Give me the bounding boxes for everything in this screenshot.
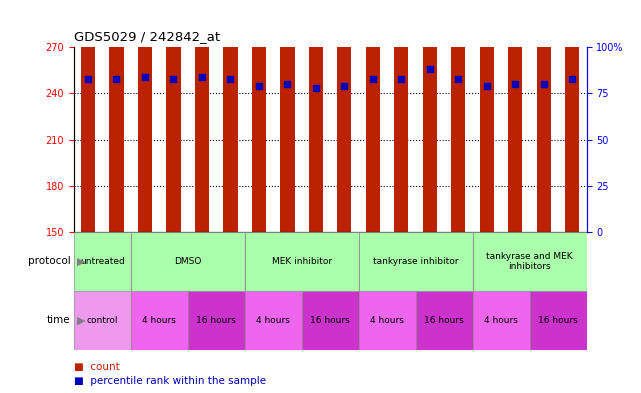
Bar	[337, 0, 351, 232]
Text: 16 hours: 16 hours	[538, 316, 578, 325]
Bar	[529, 291, 587, 350]
Bar	[394, 0, 408, 232]
Point	[311, 84, 321, 91]
Point	[83, 75, 93, 82]
Bar	[188, 291, 245, 350]
Text: time: time	[47, 315, 71, 325]
Bar	[472, 291, 529, 350]
Point	[282, 81, 292, 87]
Point	[140, 73, 150, 80]
Text: ■  percentile rank within the sample: ■ percentile rank within the sample	[74, 376, 266, 386]
Text: 16 hours: 16 hours	[424, 316, 464, 325]
Point	[169, 75, 179, 82]
Text: ▶: ▶	[77, 256, 85, 266]
Point	[567, 75, 578, 82]
Text: 16 hours: 16 hours	[310, 316, 350, 325]
Bar	[366, 0, 380, 232]
Bar	[309, 0, 323, 232]
Bar	[415, 291, 472, 350]
Point	[396, 75, 406, 82]
Bar	[74, 291, 131, 350]
Bar	[245, 291, 302, 350]
Text: MEK inhibitor: MEK inhibitor	[272, 257, 331, 266]
Text: 16 hours: 16 hours	[196, 316, 236, 325]
Bar	[280, 0, 294, 232]
Point	[112, 75, 122, 82]
Text: ■  count: ■ count	[74, 362, 119, 373]
Bar	[166, 0, 181, 232]
Bar	[74, 232, 131, 291]
Bar	[131, 291, 188, 350]
Point	[368, 75, 378, 82]
Point	[453, 75, 463, 82]
Text: 4 hours: 4 hours	[370, 316, 404, 325]
Text: tankyrase inhibitor: tankyrase inhibitor	[373, 257, 458, 266]
Text: tankyrase and MEK
inhibitors: tankyrase and MEK inhibitors	[487, 252, 573, 271]
Bar	[245, 232, 358, 291]
Text: DMSO: DMSO	[174, 257, 201, 266]
Bar	[537, 0, 551, 232]
Point	[510, 81, 520, 87]
Text: protocol: protocol	[28, 256, 71, 266]
Text: ▶: ▶	[77, 315, 85, 325]
Text: untreated: untreated	[80, 257, 124, 266]
Bar	[358, 232, 472, 291]
Point	[481, 83, 492, 89]
Point	[538, 81, 549, 87]
Point	[425, 66, 435, 72]
Bar	[472, 232, 587, 291]
Point	[197, 73, 207, 80]
Point	[225, 75, 235, 82]
Bar	[565, 0, 579, 232]
Point	[339, 83, 349, 89]
Text: 4 hours: 4 hours	[142, 316, 176, 325]
Bar	[451, 0, 465, 232]
Bar	[195, 0, 209, 232]
Bar	[131, 232, 245, 291]
Bar	[422, 0, 437, 232]
Bar	[508, 0, 522, 232]
Text: 4 hours: 4 hours	[256, 316, 290, 325]
Bar	[252, 0, 266, 232]
Text: control: control	[87, 316, 118, 325]
Text: GDS5029 / 242842_at: GDS5029 / 242842_at	[74, 30, 220, 43]
Bar	[358, 291, 415, 350]
Bar	[81, 0, 95, 232]
Bar	[138, 0, 152, 232]
Text: 4 hours: 4 hours	[484, 316, 518, 325]
Point	[254, 83, 264, 89]
Bar	[223, 0, 238, 232]
Bar	[479, 0, 494, 232]
Bar	[302, 291, 358, 350]
Bar	[110, 0, 124, 232]
